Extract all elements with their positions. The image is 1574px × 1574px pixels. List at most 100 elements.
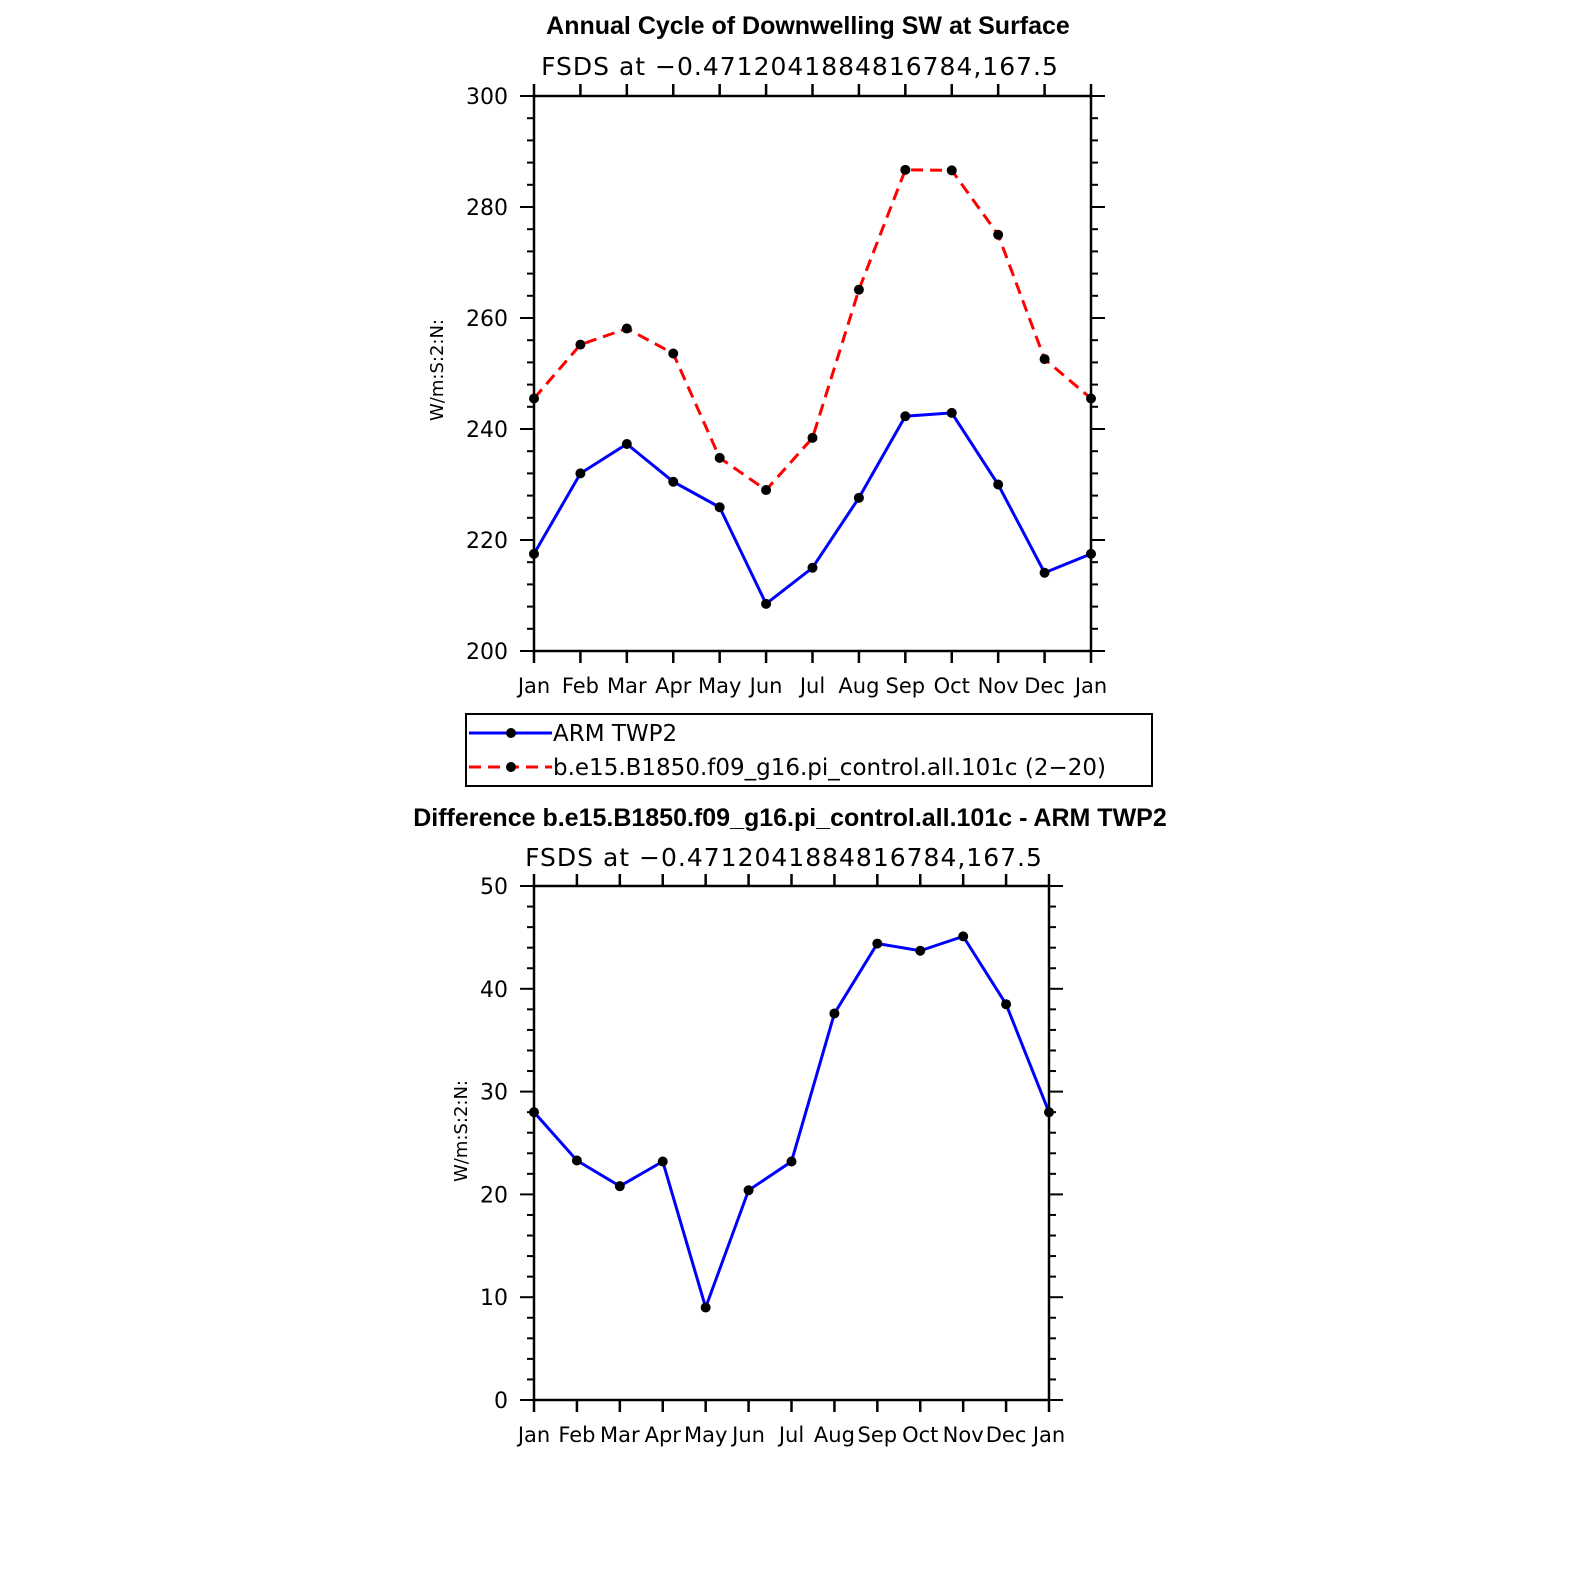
data-point: [668, 348, 679, 359]
data-point: [900, 164, 911, 175]
data-point: [529, 393, 539, 404]
x-tick-label: Jul: [798, 674, 825, 698]
x-tick-label: Jul: [777, 1423, 804, 1447]
y-axis-label: W/m:S:2:N:: [427, 319, 448, 421]
y-tick-label: 220: [466, 529, 508, 554]
data-point: [946, 165, 957, 176]
data-point: [714, 502, 725, 513]
x-tick-label: Jan: [516, 1423, 550, 1447]
data-point: [1001, 999, 1012, 1010]
data-point: [1086, 393, 1096, 404]
data-point: [872, 938, 883, 949]
data-point: [915, 945, 926, 956]
x-tick-label: Sep: [858, 1423, 898, 1447]
data-point: [614, 1181, 625, 1192]
x-tick-label: May: [698, 674, 741, 698]
y-tick-label: 40: [480, 978, 508, 1003]
chart-title: Difference b.e15.B1850.f09_g16.pi_contro…: [413, 804, 1167, 832]
x-tick-label: Oct: [934, 674, 970, 698]
chart-title: Annual Cycle of Downwelling SW at Surfac…: [546, 12, 1070, 40]
x-tick-label: Jun: [730, 1423, 765, 1447]
data-point: [761, 485, 772, 496]
data-point: [853, 284, 864, 295]
data-point: [993, 229, 1004, 240]
x-tick-label: Nov: [943, 1423, 984, 1447]
data-point: [529, 548, 539, 559]
data-point: [1039, 354, 1050, 365]
x-tick-label: Jan: [1073, 674, 1107, 698]
x-tick-label: Apr: [655, 674, 692, 698]
axes: Jan Feb Mar Apr May Jun Jul Aug Sep Oct Nov Dec Jan 2…: [466, 84, 1107, 698]
data-point: [807, 562, 818, 573]
data-point: [657, 1156, 668, 1167]
data-point: [853, 492, 864, 503]
axes: Jan Feb Mar Apr May Jun Jul Aug Sep Oct Nov Dec Jan0…: [480, 874, 1065, 1447]
x-tick-label: Mar: [600, 1423, 640, 1447]
x-tick-label: Sep: [886, 674, 926, 698]
x-tick-label: Aug: [838, 674, 879, 698]
plot-marks: [529, 931, 1054, 1313]
annual-cycle-panel: Annual Cycle of Downwelling SW at Surfac…: [427, 12, 1107, 698]
y-tick-label: 200: [466, 640, 508, 665]
y-tick-label: 260: [466, 307, 508, 332]
x-tick-label: Feb: [562, 674, 599, 698]
data-point: [807, 432, 818, 443]
data-point: [786, 1156, 797, 1167]
legend-marker-arm: [506, 728, 516, 738]
data-point: [761, 598, 772, 609]
data-point: [946, 407, 957, 418]
data-point: [571, 1155, 582, 1166]
data-point: [621, 323, 632, 334]
y-tick-label: 300: [466, 85, 508, 110]
y-tick-label: 280: [466, 196, 508, 221]
x-tick-label: Jan: [1031, 1423, 1065, 1447]
data-point: [1044, 1107, 1054, 1118]
data-point: [829, 1008, 840, 1019]
y-tick-label: 0: [494, 1389, 508, 1414]
legend-entry-arm: ARM TWP2: [469, 721, 677, 747]
legend-entry-model: b.e15.B1850.f09_g16.pi_control.all.101c …: [469, 755, 1106, 781]
x-tick-label: Nov: [978, 674, 1019, 698]
data-point: [1086, 548, 1096, 559]
data-point: [958, 931, 969, 942]
data-point: [1039, 567, 1050, 578]
data-point: [700, 1302, 711, 1313]
data-point: [575, 468, 586, 479]
x-tick-label: Dec: [986, 1423, 1027, 1447]
legend-label-arm: ARM TWP2: [553, 721, 677, 747]
data-point: [900, 411, 911, 422]
data-point: [529, 1107, 539, 1118]
x-tick-label: May: [684, 1423, 727, 1447]
x-tick-label: Dec: [1024, 674, 1065, 698]
y-tick-label: 50: [480, 875, 508, 900]
x-tick-label: Jun: [748, 674, 783, 698]
legend-box: [465, 713, 1153, 787]
y-tick-label: 10: [480, 1286, 508, 1311]
difference-panel: Difference b.e15.B1850.f09_g16.pi_contro…: [413, 804, 1167, 1447]
chart-subtitle: FSDS at −0.4712041884816784,167.5: [541, 52, 1059, 81]
data-point: [743, 1185, 754, 1196]
legend-label-model: b.e15.B1850.f09_g16.pi_control.all.101c …: [553, 755, 1106, 781]
chart-subtitle: FSDS at −0.4712041884816784,167.5: [525, 843, 1043, 872]
data-point: [575, 339, 586, 350]
y-axis-label: W/m:S:2:N:: [451, 1080, 472, 1182]
x-tick-label: Mar: [607, 674, 647, 698]
legend-marker-model: [506, 762, 516, 772]
y-tick-label: 240: [466, 418, 508, 443]
data-point: [668, 476, 679, 487]
y-tick-label: 30: [480, 1081, 508, 1106]
x-tick-label: Apr: [645, 1423, 682, 1447]
x-tick-label: Oct: [902, 1423, 938, 1447]
data-point: [621, 438, 632, 449]
x-tick-label: Feb: [558, 1423, 595, 1447]
plot-marks: [529, 164, 1096, 609]
data-point: [993, 479, 1004, 490]
series-line-0: [532, 934, 1051, 1313]
plot-frame: [532, 884, 1051, 1402]
data-point: [714, 452, 725, 463]
y-tick-label: 20: [480, 1183, 508, 1208]
x-tick-label: Jan: [516, 674, 550, 698]
legend: ARM TWP2 b.e15.B1850.f09_g16.pi_control.…: [465, 713, 1153, 787]
x-tick-label: Aug: [814, 1423, 855, 1447]
